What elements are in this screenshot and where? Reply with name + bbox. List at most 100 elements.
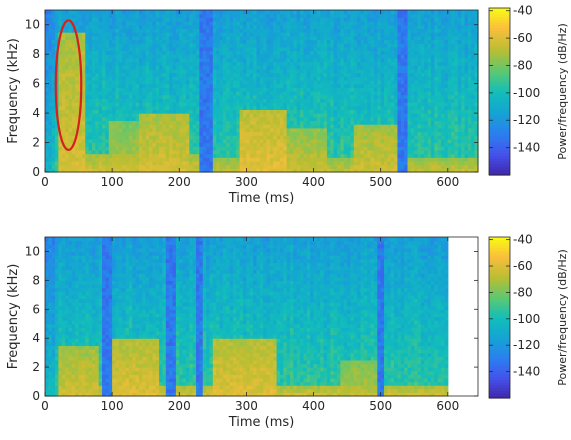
heatmap-cell <box>417 94 422 99</box>
heatmap-cell <box>145 168 150 173</box>
heatmap-cell <box>357 149 362 155</box>
heatmap-cell <box>159 138 164 144</box>
heatmap-cell <box>206 124 211 129</box>
heatmap-cell <box>266 91 271 96</box>
heatmap-cell <box>390 131 395 136</box>
heatmap-cell <box>78 142 83 147</box>
heatmap-cell <box>259 87 264 92</box>
heatmap-cell <box>91 113 96 118</box>
heatmap-cell <box>118 120 123 125</box>
heatmap-cell <box>199 46 204 52</box>
heatmap-cell <box>269 105 274 111</box>
heatmap-cell <box>58 120 63 125</box>
heatmap-cell <box>326 142 331 147</box>
heatmap-cell <box>377 153 382 158</box>
heatmap-cell <box>125 146 130 151</box>
heatmap-cell <box>293 50 298 55</box>
heatmap-cell <box>169 43 174 48</box>
heatmap-cell <box>179 24 184 30</box>
heatmap-cell <box>142 142 147 147</box>
heatmap-cell <box>370 94 375 99</box>
heatmap-cell <box>323 39 328 44</box>
heatmap-cell <box>88 91 93 96</box>
heatmap-cell <box>58 83 63 88</box>
heatmap-cell <box>58 149 63 155</box>
heatmap-cell <box>323 65 328 70</box>
heatmap-cell <box>370 87 375 92</box>
heatmap-cell <box>118 39 123 44</box>
heatmap-cell <box>132 131 137 136</box>
heatmap-cell <box>380 146 385 151</box>
heatmap-cell <box>236 94 241 99</box>
heatmap-cell <box>75 10 80 15</box>
heatmap-cell <box>155 157 160 162</box>
heatmap-cell <box>149 153 154 158</box>
heatmap-cell <box>420 28 425 33</box>
heatmap-cell <box>253 13 258 18</box>
heatmap-cell <box>303 46 308 52</box>
heatmap-cell <box>71 109 76 114</box>
heatmap-cell <box>290 149 294 155</box>
heatmap-cell <box>320 94 325 99</box>
heatmap-cell <box>206 102 211 107</box>
heatmap-cell <box>45 43 49 48</box>
heatmap-cell <box>384 120 388 125</box>
heatmap-cell <box>236 153 241 158</box>
heatmap-cell <box>202 61 207 66</box>
heatmap-cell <box>132 17 137 22</box>
heatmap-cell <box>310 28 315 33</box>
heatmap-cell <box>373 102 378 107</box>
heatmap-cell <box>132 146 137 151</box>
heatmap-cell <box>316 13 321 18</box>
heatmap-cell <box>102 102 107 107</box>
heatmap-cell <box>149 116 154 122</box>
heatmap-cell <box>199 138 204 144</box>
heatmap-cell <box>377 138 382 144</box>
heatmap-cell <box>400 39 405 44</box>
heatmap-cell <box>68 116 73 122</box>
heatmap-cell <box>276 131 281 136</box>
heatmap-cell <box>330 116 335 122</box>
heatmap-cell <box>259 46 264 52</box>
heatmap-cell <box>300 94 305 99</box>
heatmap-cell <box>216 87 221 92</box>
heatmap-cell <box>51 79 56 85</box>
heatmap-cell <box>337 157 341 162</box>
heatmap-cell <box>367 124 372 129</box>
heatmap-cell <box>350 124 355 129</box>
heatmap-cell <box>229 13 234 18</box>
heatmap-cell <box>175 35 180 41</box>
heatmap-cell <box>249 102 254 107</box>
heatmap-cell <box>330 102 335 107</box>
heatmap-cell <box>169 83 174 88</box>
heatmap-cell <box>380 46 385 52</box>
heatmap-cell <box>394 83 399 88</box>
heatmap-cell <box>81 105 86 111</box>
heatmap-cell <box>91 98 96 103</box>
heatmap-cell <box>202 65 207 70</box>
heatmap-cell <box>326 17 331 22</box>
heatmap-cell <box>293 127 298 133</box>
heatmap-cell <box>350 65 355 70</box>
heatmap-cell <box>347 149 352 155</box>
heatmap-cell <box>142 46 147 52</box>
heatmap-cell <box>400 32 405 37</box>
heatmap-cell <box>196 142 201 147</box>
heatmap-cell <box>404 127 409 133</box>
heatmap-cell <box>276 10 281 15</box>
heatmap-cell <box>387 102 392 107</box>
heatmap-cell <box>81 21 86 26</box>
heatmap-cell <box>75 76 80 81</box>
heatmap-cell <box>122 168 127 173</box>
heatmap-cell <box>142 35 147 41</box>
heatmap-cell <box>343 39 348 44</box>
heatmap-cell <box>112 24 117 30</box>
heatmap-cell <box>394 157 399 162</box>
heatmap-cell <box>122 120 127 125</box>
heatmap-cell <box>135 91 140 96</box>
heatmap-cell <box>300 168 305 173</box>
heatmap-cell <box>68 17 73 22</box>
heatmap-cell <box>380 83 385 88</box>
heatmap-cell <box>276 135 281 140</box>
heatmap-cell <box>286 79 291 85</box>
